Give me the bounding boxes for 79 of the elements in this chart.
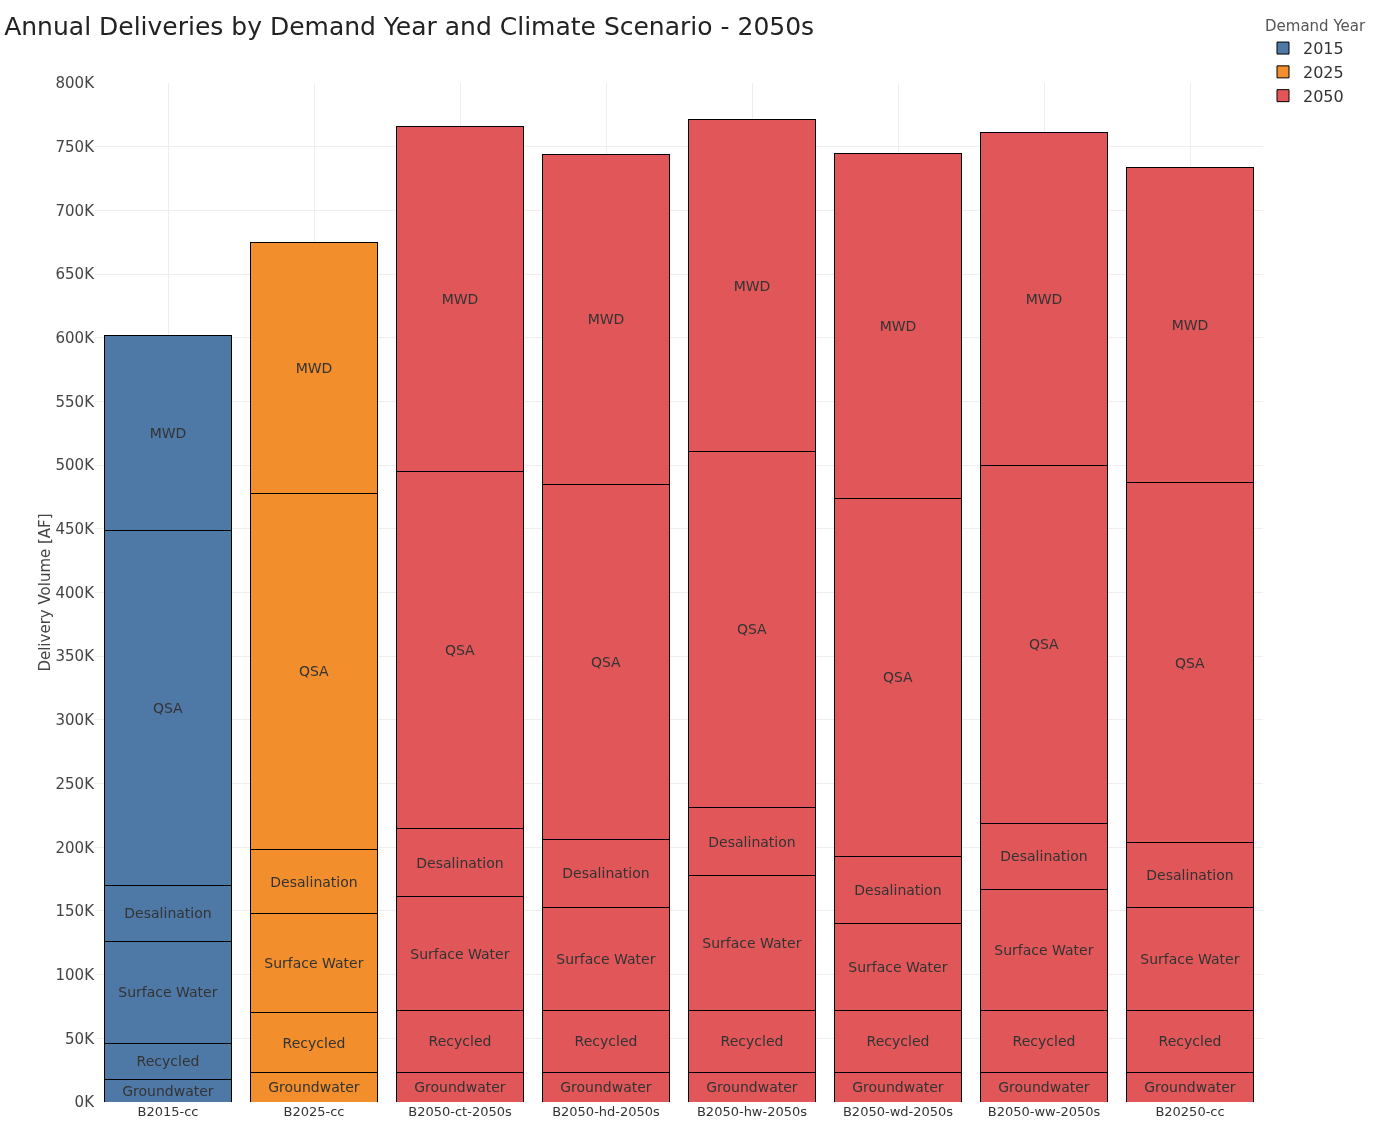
x-tick-label: B2015-cc <box>137 1104 199 1119</box>
text: Groundwater <box>268 1079 360 1096</box>
text: MWD <box>1025 290 1063 307</box>
y-tick-label: 700K <box>55 201 96 220</box>
x-tick-label: B2050-hd-2050s <box>552 1104 661 1119</box>
text: Groundwater <box>560 1079 652 1096</box>
y-tick-label: 500K <box>55 456 96 475</box>
y-tick-label: 350K <box>55 647 96 666</box>
text: Desalination <box>124 905 212 922</box>
y-tick-label: 550K <box>55 392 96 411</box>
y-tick-label: 0K <box>74 1093 96 1112</box>
y-tick-label: 100K <box>55 965 96 984</box>
text: MWD <box>879 317 917 334</box>
text: Surface Water <box>848 958 948 975</box>
text: Recycled <box>720 1033 784 1050</box>
text: Desalination <box>562 865 650 882</box>
text: MWD <box>587 311 625 328</box>
text: QSA <box>1174 654 1205 671</box>
series-label: Recycled <box>136 1053 200 1070</box>
x-tick-label: B20250-cc <box>1155 1104 1225 1119</box>
text: MWD <box>733 277 771 294</box>
x-tick-label: B2050-ct-2050s <box>408 1104 512 1119</box>
series-label: Groundwater <box>122 1082 214 1099</box>
x-tick-label: B2050-wd-2050s <box>842 1104 954 1119</box>
text: Surface Water <box>702 934 802 951</box>
chart-title: Annual Deliveries by Demand Year and Climate Scenario - 2050s <box>4 11 815 41</box>
text: Groundwater <box>1144 1079 1236 1096</box>
text: Desalination <box>854 881 942 898</box>
legend-label: 2025 <box>1303 63 1344 83</box>
y-tick-label: 750K <box>55 137 96 156</box>
text: QSA <box>736 621 767 638</box>
series-label: MWD <box>295 359 333 376</box>
text: Recycled <box>1012 1033 1076 1050</box>
text: Groundwater <box>706 1079 798 1096</box>
y-tick-label: 400K <box>55 583 96 602</box>
text: Groundwater <box>998 1079 1090 1096</box>
text: Recycled <box>574 1033 638 1050</box>
y-tick-label: 650K <box>55 265 96 284</box>
series-label: Surface Water <box>556 950 656 967</box>
y-tick-label: 50K <box>65 1029 96 1048</box>
x-tick-label: B2050-hw-2050s <box>696 1104 808 1119</box>
x-tick-label: B2050-ww-2050s <box>987 1104 1101 1119</box>
text: MWD <box>149 424 187 441</box>
y-tick-label: 450K <box>55 520 96 539</box>
series-label: Desalination <box>1000 848 1088 865</box>
text: Desalination <box>416 854 504 871</box>
text: Surface Water <box>1140 950 1240 967</box>
text: Desalination <box>270 873 358 890</box>
legend-label: 2015 <box>1303 39 1344 59</box>
y-tick-label: 150K <box>55 902 96 921</box>
text: QSA <box>1028 636 1059 653</box>
text: Groundwater <box>852 1079 944 1096</box>
text: MWD <box>1171 317 1209 334</box>
text: MWD <box>441 290 479 307</box>
legend-title: Demand Year <box>1265 17 1366 36</box>
text: QSA <box>152 699 183 716</box>
text: Recycled <box>1158 1033 1222 1050</box>
text: Recycled <box>866 1033 930 1050</box>
text: QSA <box>882 669 913 686</box>
text: Recycled <box>428 1033 492 1050</box>
y-tick-label: 200K <box>55 838 96 857</box>
y-tick-label: 600K <box>55 329 96 347</box>
y-tick-label: 300K <box>55 711 96 730</box>
y-axis-title: Delivery Volume [AF] <box>35 513 54 672</box>
text: Surface Water <box>118 984 218 1001</box>
text: Groundwater <box>414 1079 506 1096</box>
x-tick-label: B2025-cc <box>283 1104 345 1119</box>
text: QSA <box>444 641 475 658</box>
text: Desalination <box>1146 866 1234 883</box>
series-label: QSA <box>590 653 622 670</box>
text: QSA <box>298 663 329 680</box>
y-tick-label: 800K <box>55 74 96 93</box>
text: Recycled <box>282 1034 346 1051</box>
text: Surface Water <box>410 945 510 962</box>
text: Surface Water <box>264 955 364 972</box>
legend-label: 2050 <box>1303 86 1344 106</box>
y-tick-label: 250K <box>55 774 96 793</box>
text: Surface Water <box>994 941 1094 958</box>
text: Desalination <box>708 833 796 850</box>
